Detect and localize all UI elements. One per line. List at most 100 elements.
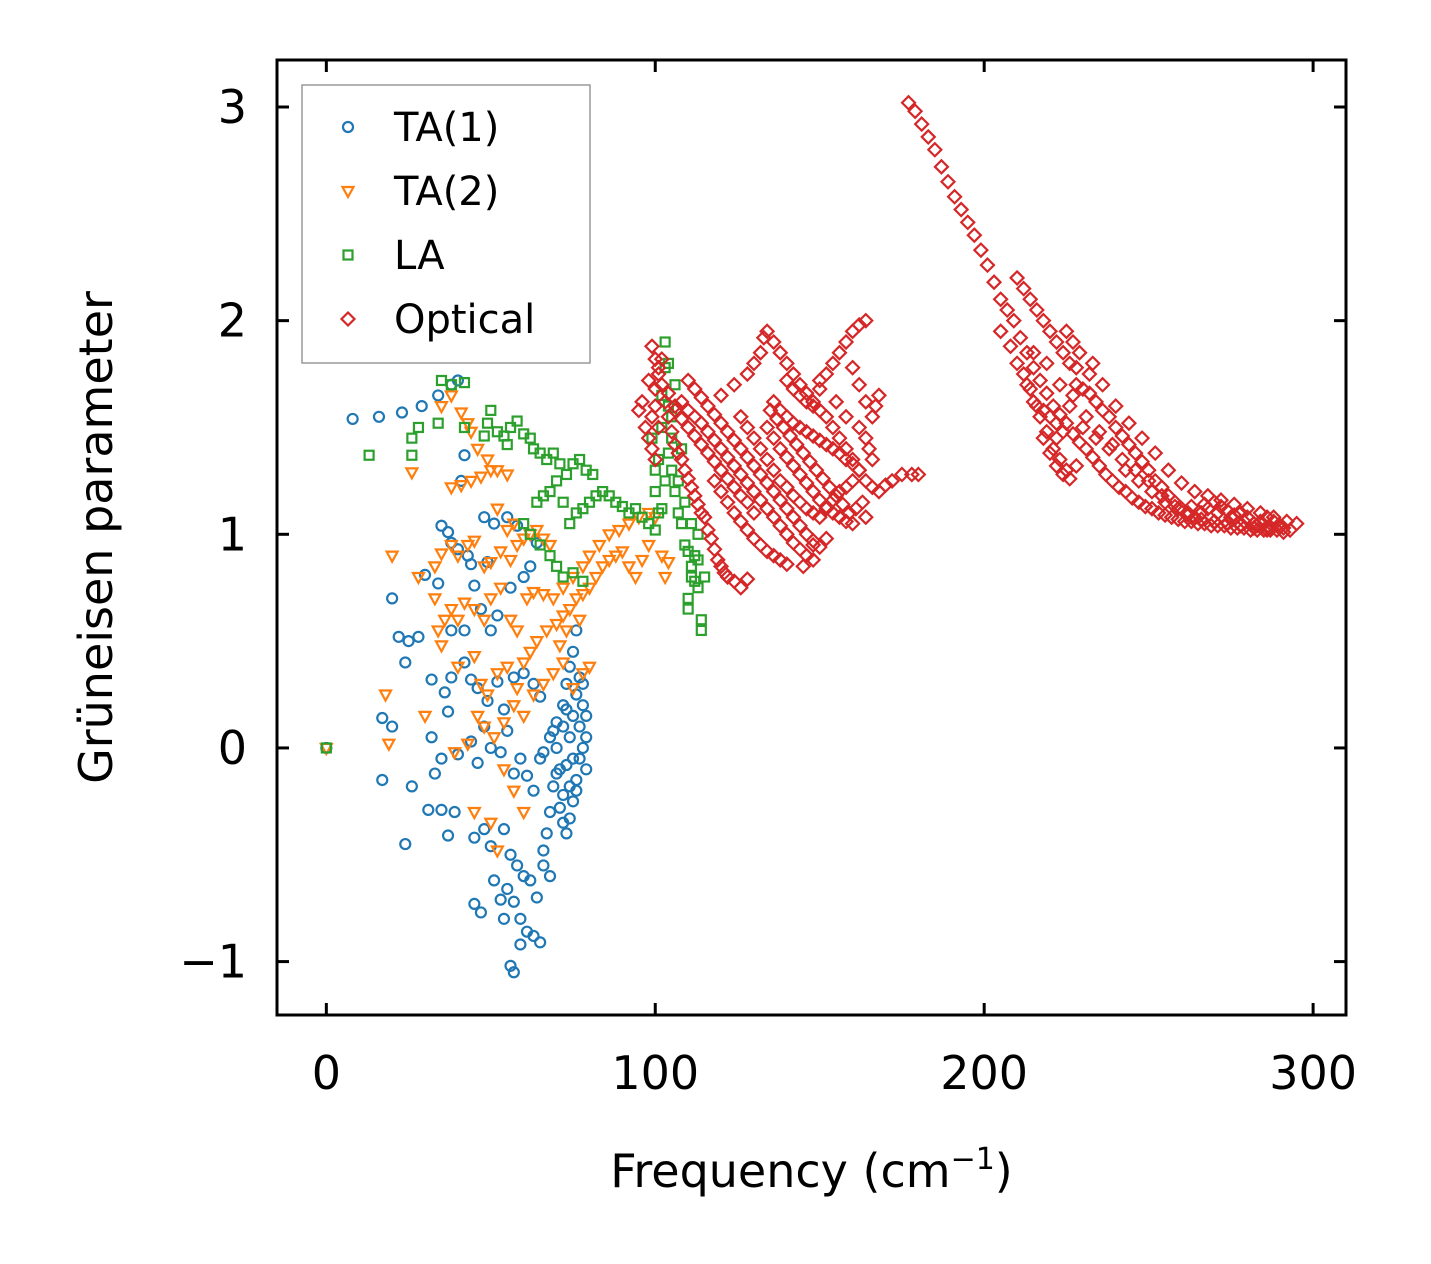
data-point <box>1071 344 1088 361</box>
data-point <box>759 419 776 436</box>
data-point <box>1038 385 1055 402</box>
data-point <box>427 593 443 607</box>
data-point <box>680 372 697 389</box>
data-point <box>1058 323 1075 340</box>
data-point <box>673 393 690 410</box>
data-point <box>679 539 691 551</box>
data-point <box>575 561 591 575</box>
data-point <box>775 419 792 436</box>
data-point <box>1120 436 1137 453</box>
y-axis-label: Grüneisen parameter <box>69 291 123 784</box>
data-point <box>778 449 795 466</box>
data-point <box>497 912 511 925</box>
data-point <box>550 560 563 572</box>
data-point <box>910 466 927 483</box>
data-point <box>320 742 332 754</box>
data-point <box>1041 323 1059 340</box>
data-point <box>575 589 591 603</box>
data-point <box>490 503 505 517</box>
data-point <box>857 393 874 410</box>
data-point <box>903 466 920 483</box>
data-point <box>811 432 828 449</box>
data-point <box>557 816 570 829</box>
data-point <box>447 747 462 761</box>
data-point <box>484 624 497 637</box>
data-point <box>841 504 858 521</box>
data-point <box>837 333 855 351</box>
x-tick-label: 100 <box>611 1046 699 1100</box>
data-point <box>582 582 597 596</box>
data-point <box>785 415 802 432</box>
data-point <box>466 535 482 549</box>
data-point <box>719 470 736 487</box>
data-point <box>844 515 861 532</box>
data-point <box>425 731 438 744</box>
data-point <box>669 379 681 391</box>
data-point <box>772 517 789 534</box>
data-point <box>696 509 713 526</box>
data-point <box>576 741 589 755</box>
data-point <box>661 556 676 571</box>
data-point <box>1078 440 1095 457</box>
data-point <box>933 158 950 175</box>
data-point <box>752 344 769 361</box>
data-point <box>778 355 795 372</box>
data-point <box>693 389 710 406</box>
data-point <box>660 385 677 402</box>
data-point <box>745 355 762 372</box>
data-point <box>539 625 555 639</box>
data-point <box>1078 408 1095 425</box>
data-point <box>450 614 466 629</box>
data-point <box>992 291 1009 308</box>
data-point <box>666 464 678 476</box>
data-point <box>1160 462 1177 479</box>
data-point <box>739 449 756 466</box>
data-point <box>572 614 587 629</box>
data-point <box>603 490 615 502</box>
data-point <box>1048 457 1065 474</box>
data-point <box>478 430 490 442</box>
data-point <box>864 408 881 425</box>
data-point <box>524 528 536 540</box>
data-point <box>844 472 861 489</box>
legend-label: TA(1) <box>393 105 499 151</box>
data-point <box>732 579 749 596</box>
data-point <box>566 795 580 808</box>
data-point <box>1035 430 1052 447</box>
data-point <box>745 457 762 474</box>
data-point <box>529 636 545 650</box>
data-point <box>534 752 547 765</box>
data-point <box>466 650 482 665</box>
data-point <box>699 445 716 462</box>
data-point <box>712 483 730 500</box>
data-point <box>621 561 637 575</box>
data-point <box>511 415 523 427</box>
data-point <box>851 376 868 393</box>
data-point <box>726 376 743 393</box>
data-point <box>1041 445 1059 462</box>
data-point <box>824 504 841 521</box>
data-point <box>468 831 481 844</box>
data-point <box>1068 457 1085 474</box>
data-point <box>555 582 571 596</box>
y-tick-labels: −1 0 1 2 3 <box>179 80 247 989</box>
data-point <box>805 427 822 445</box>
data-point <box>587 468 599 481</box>
data-point <box>376 711 389 725</box>
data-point <box>543 805 557 819</box>
data-point <box>782 427 799 445</box>
data-point <box>1091 457 1108 474</box>
data-point <box>363 449 375 461</box>
data-point <box>675 518 688 530</box>
data-point <box>739 571 756 588</box>
data-point <box>550 767 563 780</box>
data-point <box>745 504 762 521</box>
data-point <box>434 548 449 562</box>
data-point <box>1055 423 1072 440</box>
data-point <box>537 859 550 872</box>
data-point <box>470 710 486 725</box>
data-point <box>768 410 786 427</box>
data-point <box>559 625 574 639</box>
data-point <box>788 436 805 453</box>
data-point <box>1130 472 1147 489</box>
